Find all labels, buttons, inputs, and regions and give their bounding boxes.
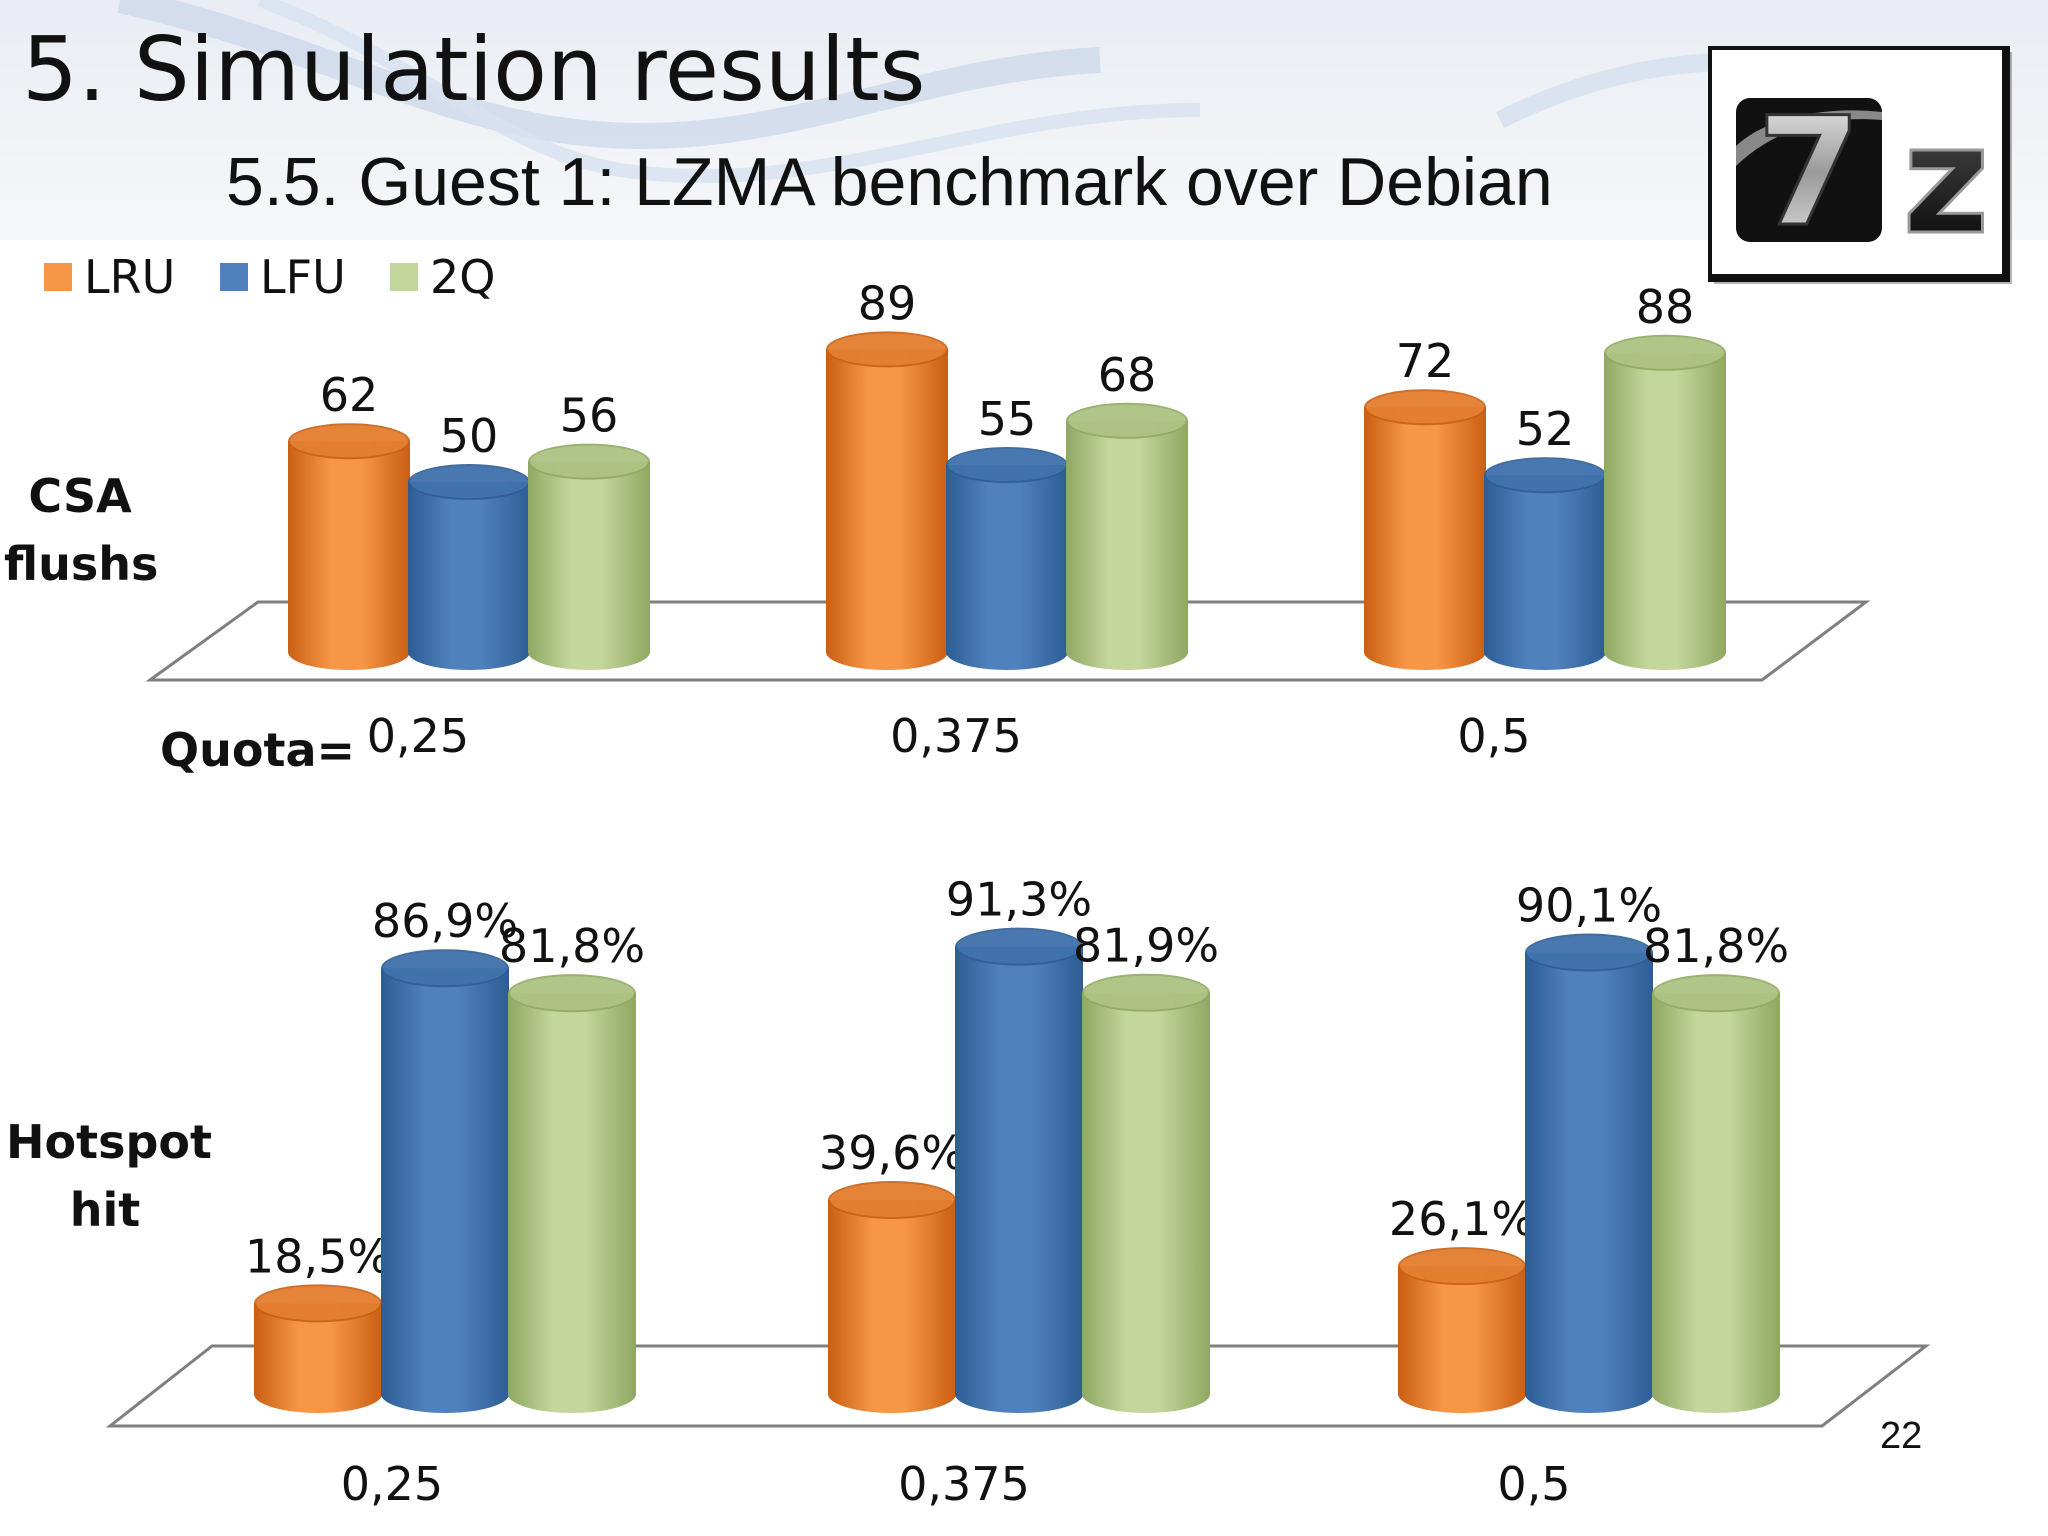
chart-csa-flushs: 62 50 56 0,25 89 55 68 0,375 72 52 88 0,5 [145,276,1871,763]
legend-swatch-2q [390,263,418,291]
bar-lfu-3 [1484,457,1606,670]
legend-label-lfu: LFU [260,250,346,304]
slide-subtitle: 5.5. Guest 1: LZMA benchmark over Debian [226,144,1553,220]
category-label-2: 0,375 [890,709,1022,763]
header-background [0,0,2048,240]
bar-2q-3 [1652,974,1780,1413]
legend-swatch-lru [44,263,72,291]
bar-lru-1 [288,423,410,670]
row-label-hotspot: Hotspot [6,1115,212,1169]
data-label-lru-3: 72 [1396,334,1455,388]
data-label-2q-1: 81,8% [499,919,645,973]
data-label-2q-2: 81,9% [1073,919,1219,973]
category-label-3: 0,5 [1457,709,1530,763]
bar-lru-2 [828,1180,956,1413]
data-label-2q-2: 68 [1098,348,1157,402]
row-label-csa: CSA [28,469,132,523]
bar-2q-3 [1604,334,1726,670]
legend-label-2q: 2Q [430,250,496,304]
row-label-csa-flushs: CSA flushs [4,462,159,598]
data-label-lfu-3: 90,1% [1516,879,1662,933]
legend-item-2q: 2Q [390,250,495,304]
legend-item-lru: LRU [44,250,175,304]
row-label-hit: hit [69,1183,141,1237]
data-label-lru-2: 39,6% [819,1126,965,1180]
bar-2q-1 [528,443,650,670]
legend-swatch-lfu [220,263,248,291]
category-label-1: 0,25 [367,709,469,763]
slide-number: 22 [1880,1415,1923,1457]
slide-title: 5. Simulation results [22,18,926,121]
7zip-logo: 7 z 7z [1704,42,2020,292]
bar-2q-2 [1066,402,1188,670]
legend-item-lfu: LFU [220,250,346,304]
bar-lfu-1 [408,464,530,670]
data-label-lfu-1: 86,9% [372,894,518,948]
category-label-3: 0,5 [1497,1457,1570,1511]
data-label-lfu-2: 55 [978,392,1037,446]
data-label-2q-3: 81,8% [1643,919,1789,973]
data-label-lru-2: 89 [858,276,917,330]
category-label-1: 0,25 [341,1457,443,1511]
data-label-lru-3: 26,1% [1389,1192,1535,1246]
category-label-2: 0,375 [898,1457,1030,1511]
svg-text:7: 7 [1757,86,1861,260]
chart-hotspot-hit: 18,5%86,9%81,8%0,2539,6%91,3%81,9%0,3752… [105,873,1931,1511]
data-label-lru-1: 62 [320,368,379,422]
bar-lru-1 [254,1284,382,1413]
bar-lru-2 [826,331,948,670]
data-label-lru-1: 18,5% [245,1229,391,1283]
header-band [0,0,2048,240]
bar-2q-1 [508,974,636,1413]
legend-label-lru: LRU [84,250,176,304]
bar-lru-3 [1398,1247,1526,1413]
row-label-hotspot-hit: Hotspot hit [6,1108,212,1244]
svg-text:z: z [1902,94,1989,268]
data-label-lfu-1: 50 [440,409,499,463]
bar-lfu-2 [946,447,1068,670]
quota-label: Quota= [160,723,356,777]
bar-lfu-1 [381,949,509,1413]
data-label-2q-3: 88 [1636,280,1695,334]
row-label-flushs: flushs [4,537,159,591]
bar-lru-3 [1364,389,1486,670]
bar-lfu-3 [1525,933,1653,1413]
data-label-lfu-2: 91,3% [946,873,1092,927]
data-label-lfu-3: 52 [1516,402,1575,456]
data-label-2q-1: 56 [560,389,619,443]
bar-lfu-2 [955,927,1083,1413]
bar-2q-2 [1082,973,1210,1413]
